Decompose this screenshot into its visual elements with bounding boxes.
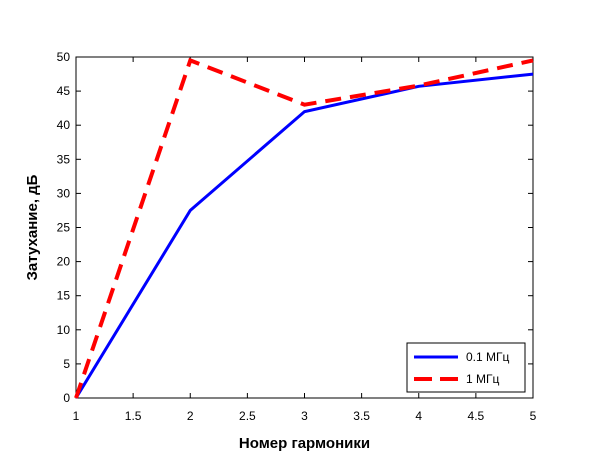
legend-box (406, 342, 526, 393)
y-tick-label: 50 (57, 50, 71, 64)
y-tick-label: 45 (57, 84, 71, 98)
x-tick-label: 3.5 (353, 409, 370, 423)
x-tick-label: 4.5 (468, 409, 485, 423)
y-tick-label: 20 (57, 255, 71, 269)
x-axis: 1 1.5 2 2.5 3 3.5 4 4.5 5 (73, 57, 537, 423)
x-tick-label: 3 (301, 409, 308, 423)
x-tick-label: 2.5 (239, 409, 256, 423)
y-axis: 0 5 10 15 20 25 30 35 40 45 50 (57, 50, 533, 405)
y-tick-label: 0 (63, 391, 70, 405)
legend: 0.1 МГц 1 МГц (406, 342, 526, 393)
x-tick-label: 1 (73, 409, 80, 423)
plot-area (75, 56, 534, 399)
y-tick-label: 10 (57, 323, 71, 337)
legend-label-series-2: 1 МГц (466, 372, 500, 386)
y-axis-title: Затухание, дБ (24, 174, 41, 280)
series-layer (74, 57, 534, 399)
x-axis-title: Номер гармоники (239, 435, 370, 452)
x-tick-label: 4 (415, 409, 422, 423)
series-line-1 (74, 72, 534, 399)
y-tick-label: 5 (63, 357, 70, 371)
x-tick-label: 5 (530, 409, 537, 423)
y-tick-label: 40 (57, 118, 71, 132)
series-line-2 (74, 57, 534, 399)
legend-label-series-1: 0.1 МГц (466, 350, 510, 364)
y-tick-label: 25 (57, 221, 71, 235)
y-tick-label: 35 (57, 152, 71, 166)
x-tick-label: 1.5 (125, 409, 142, 423)
x-tick-label: 2 (187, 409, 194, 423)
y-tick-label: 30 (57, 186, 71, 200)
y-tick-label: 15 (57, 289, 71, 303)
